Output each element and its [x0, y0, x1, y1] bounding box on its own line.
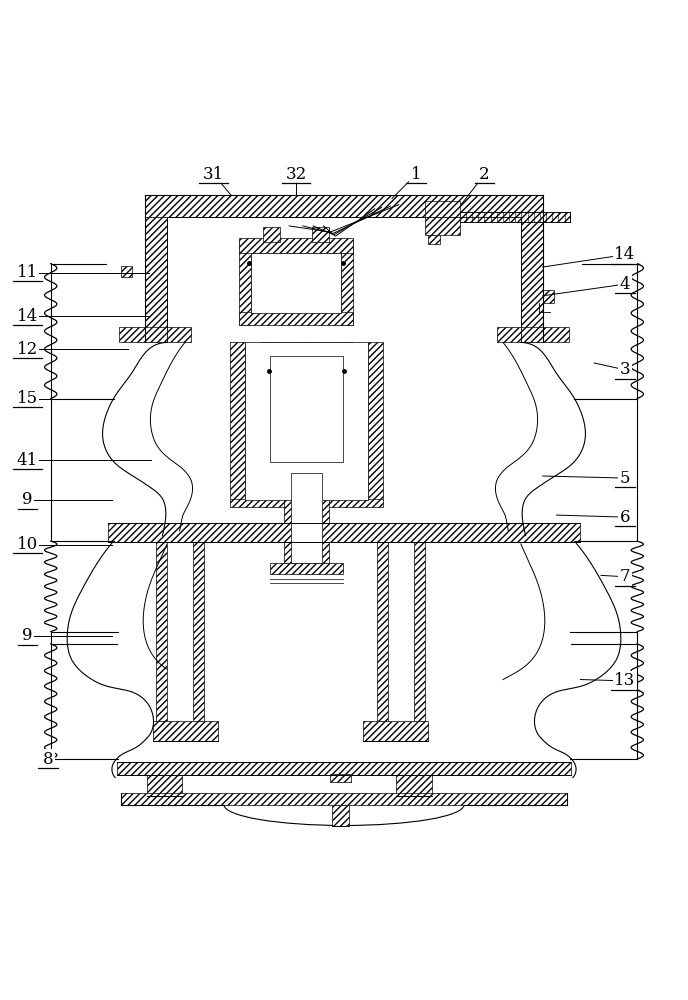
- Text: 14: 14: [17, 308, 38, 325]
- Bar: [428, 235, 440, 244]
- Bar: [341, 241, 353, 325]
- Bar: [377, 542, 388, 721]
- Bar: [145, 195, 543, 217]
- Bar: [332, 805, 350, 826]
- Bar: [460, 212, 570, 222]
- Text: 32: 32: [286, 166, 307, 183]
- Text: 14: 14: [614, 246, 636, 263]
- Bar: [363, 721, 428, 741]
- Bar: [388, 542, 414, 721]
- Text: 5: 5: [620, 470, 630, 487]
- Bar: [155, 542, 166, 721]
- Bar: [414, 542, 425, 721]
- Bar: [543, 290, 554, 303]
- Bar: [343, 344, 353, 473]
- Bar: [145, 217, 167, 342]
- Text: 9: 9: [22, 627, 32, 644]
- Bar: [230, 499, 383, 507]
- Text: 4: 4: [620, 276, 630, 293]
- Bar: [425, 201, 460, 235]
- Text: 12: 12: [17, 341, 38, 358]
- Bar: [259, 342, 353, 356]
- Text: 8: 8: [43, 751, 53, 768]
- Bar: [259, 462, 353, 473]
- Bar: [147, 775, 182, 796]
- Bar: [368, 342, 383, 500]
- Bar: [107, 523, 581, 542]
- Text: 3: 3: [620, 361, 630, 378]
- Text: 2: 2: [479, 166, 490, 183]
- Bar: [121, 793, 567, 805]
- Bar: [239, 238, 353, 253]
- Bar: [252, 253, 341, 313]
- Text: 15: 15: [17, 390, 38, 407]
- Bar: [119, 327, 191, 342]
- Bar: [121, 266, 132, 277]
- Text: 1: 1: [411, 166, 421, 183]
- Bar: [321, 473, 329, 563]
- Bar: [116, 762, 572, 775]
- Bar: [497, 327, 569, 342]
- Bar: [153, 721, 218, 741]
- Bar: [263, 227, 279, 242]
- Text: 10: 10: [17, 536, 38, 553]
- Bar: [290, 473, 322, 563]
- Bar: [166, 542, 193, 721]
- Text: 9: 9: [22, 491, 32, 508]
- Bar: [283, 473, 292, 563]
- Text: 13: 13: [614, 672, 636, 689]
- Text: 31: 31: [203, 166, 224, 183]
- Text: 7: 7: [620, 568, 630, 585]
- Bar: [330, 774, 351, 782]
- Text: 11: 11: [17, 264, 38, 281]
- Text: 41: 41: [17, 452, 38, 469]
- Bar: [312, 227, 329, 242]
- Bar: [239, 312, 353, 325]
- Bar: [270, 563, 343, 574]
- Bar: [396, 775, 431, 796]
- Bar: [193, 542, 204, 721]
- Bar: [230, 342, 245, 500]
- Bar: [245, 342, 368, 500]
- Bar: [259, 344, 270, 473]
- Bar: [270, 356, 343, 462]
- Bar: [239, 241, 252, 325]
- Bar: [521, 217, 543, 342]
- Text: 6: 6: [620, 509, 630, 526]
